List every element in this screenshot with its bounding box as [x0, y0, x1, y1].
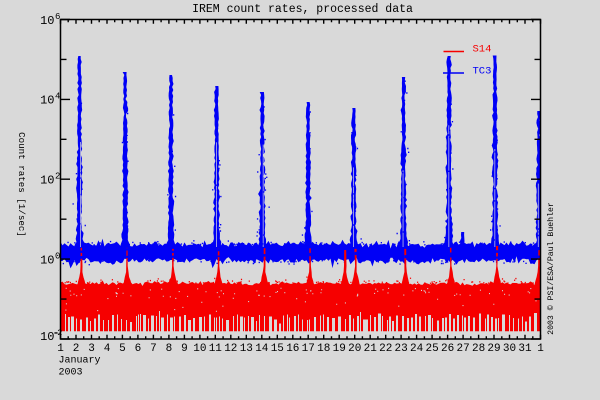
- svg-text:12: 12: [224, 343, 237, 355]
- svg-text:2003 © PSI/ESA/Paul Buehler: 2003 © PSI/ESA/Paul Buehler: [546, 202, 556, 335]
- svg-text:5: 5: [119, 343, 126, 355]
- svg-text:16: 16: [286, 343, 299, 355]
- svg-text:Count rates [1/sec]: Count rates [1/sec]: [16, 132, 27, 237]
- svg-text:1: 1: [537, 343, 544, 355]
- svg-text:9: 9: [181, 343, 188, 355]
- svg-text:20: 20: [348, 343, 361, 355]
- svg-text:14: 14: [255, 343, 269, 355]
- svg-text:30: 30: [503, 343, 516, 355]
- svg-text:2003: 2003: [59, 368, 83, 379]
- svg-text:2: 2: [73, 343, 80, 355]
- svg-text:17: 17: [302, 343, 315, 355]
- svg-text:6: 6: [55, 12, 60, 22]
- svg-text:10: 10: [40, 330, 54, 344]
- svg-text:3: 3: [88, 343, 95, 355]
- svg-text:10: 10: [193, 343, 206, 355]
- svg-text:4: 4: [55, 92, 60, 102]
- svg-text:January: January: [59, 356, 101, 367]
- svg-text:10: 10: [40, 253, 54, 267]
- svg-text:10: 10: [40, 14, 54, 28]
- svg-text:13: 13: [240, 343, 253, 355]
- svg-text:2: 2: [55, 172, 60, 182]
- svg-text:10: 10: [40, 174, 54, 188]
- svg-text:31: 31: [518, 343, 532, 355]
- svg-text:10: 10: [40, 94, 54, 108]
- svg-text:11: 11: [209, 343, 223, 355]
- svg-text:22: 22: [379, 343, 392, 355]
- svg-text:24: 24: [410, 343, 424, 355]
- svg-text:26: 26: [441, 343, 454, 355]
- svg-text:25: 25: [425, 343, 438, 355]
- svg-text:7: 7: [150, 343, 157, 355]
- svg-text:0: 0: [55, 251, 60, 261]
- svg-text:28: 28: [472, 343, 485, 355]
- svg-text:23: 23: [394, 343, 407, 355]
- svg-text:21: 21: [364, 343, 378, 355]
- svg-text:1: 1: [57, 343, 64, 355]
- svg-text:IREM count rates, processed da: IREM count rates, processed data: [192, 3, 413, 16]
- svg-text:18: 18: [317, 343, 330, 355]
- svg-text:27: 27: [456, 343, 469, 355]
- svg-text:8: 8: [166, 343, 173, 355]
- svg-text:19: 19: [333, 343, 346, 355]
- svg-text:S14: S14: [473, 44, 492, 56]
- svg-text:29: 29: [487, 343, 500, 355]
- svg-text:15: 15: [271, 343, 284, 355]
- svg-text:TC3: TC3: [473, 66, 492, 78]
- svg-text:2: 2: [57, 328, 62, 338]
- svg-text:6: 6: [135, 343, 142, 355]
- svg-text:4: 4: [104, 343, 111, 355]
